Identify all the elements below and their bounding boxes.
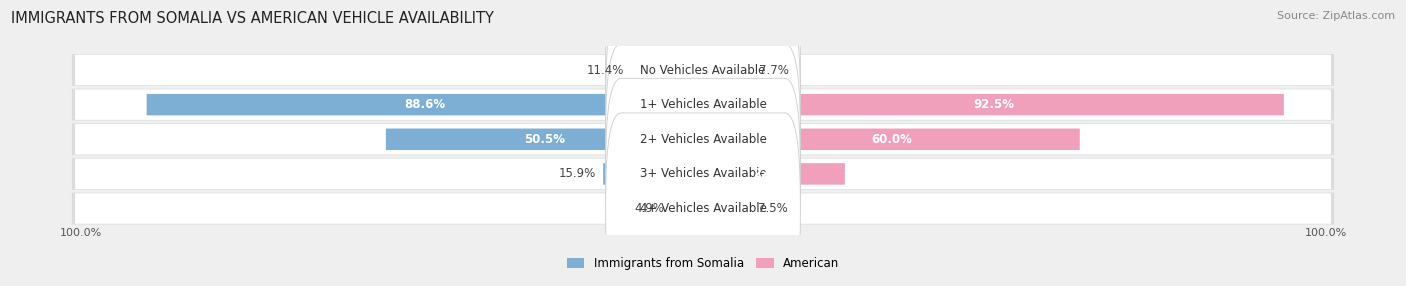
Text: 100.0%: 100.0% xyxy=(59,228,101,238)
Text: 2+ Vehicles Available: 2+ Vehicles Available xyxy=(640,133,766,146)
FancyBboxPatch shape xyxy=(75,90,1331,120)
FancyBboxPatch shape xyxy=(606,9,800,200)
FancyBboxPatch shape xyxy=(72,89,1334,121)
Text: 7.7%: 7.7% xyxy=(759,63,789,76)
Text: 100.0%: 100.0% xyxy=(1305,228,1347,238)
FancyBboxPatch shape xyxy=(703,94,1284,115)
Text: 3+ Vehicles Available: 3+ Vehicles Available xyxy=(640,167,766,180)
FancyBboxPatch shape xyxy=(72,123,1334,155)
FancyBboxPatch shape xyxy=(75,193,1331,224)
Text: 4.9%: 4.9% xyxy=(636,202,665,215)
FancyBboxPatch shape xyxy=(75,124,1331,154)
FancyBboxPatch shape xyxy=(703,128,1080,150)
Legend: Immigrants from Somalia, American: Immigrants from Somalia, American xyxy=(567,257,839,270)
Text: 7.5%: 7.5% xyxy=(758,202,787,215)
FancyBboxPatch shape xyxy=(72,158,1334,190)
Text: 92.5%: 92.5% xyxy=(973,98,1014,111)
FancyBboxPatch shape xyxy=(631,59,703,81)
FancyBboxPatch shape xyxy=(606,44,800,235)
Text: 4+ Vehicles Available: 4+ Vehicles Available xyxy=(640,202,766,215)
FancyBboxPatch shape xyxy=(703,59,751,81)
FancyBboxPatch shape xyxy=(72,54,1334,86)
Text: Source: ZipAtlas.com: Source: ZipAtlas.com xyxy=(1277,11,1395,21)
FancyBboxPatch shape xyxy=(75,159,1331,189)
Text: 88.6%: 88.6% xyxy=(405,98,446,111)
FancyBboxPatch shape xyxy=(672,198,703,219)
Text: IMMIGRANTS FROM SOMALIA VS AMERICAN VEHICLE AVAILABILITY: IMMIGRANTS FROM SOMALIA VS AMERICAN VEHI… xyxy=(11,11,494,26)
Text: 15.9%: 15.9% xyxy=(558,167,596,180)
Text: 1+ Vehicles Available: 1+ Vehicles Available xyxy=(640,98,766,111)
Text: 60.0%: 60.0% xyxy=(870,133,912,146)
FancyBboxPatch shape xyxy=(606,78,800,269)
FancyBboxPatch shape xyxy=(72,192,1334,225)
FancyBboxPatch shape xyxy=(603,163,703,185)
FancyBboxPatch shape xyxy=(703,163,845,185)
FancyBboxPatch shape xyxy=(75,55,1331,85)
FancyBboxPatch shape xyxy=(703,198,749,219)
FancyBboxPatch shape xyxy=(385,128,703,150)
FancyBboxPatch shape xyxy=(146,94,703,115)
FancyBboxPatch shape xyxy=(606,113,800,286)
Text: No Vehicles Available: No Vehicles Available xyxy=(640,63,766,76)
Text: 50.5%: 50.5% xyxy=(524,133,565,146)
Text: 11.4%: 11.4% xyxy=(586,63,624,76)
Text: 22.6%: 22.6% xyxy=(754,167,794,180)
FancyBboxPatch shape xyxy=(606,0,800,166)
